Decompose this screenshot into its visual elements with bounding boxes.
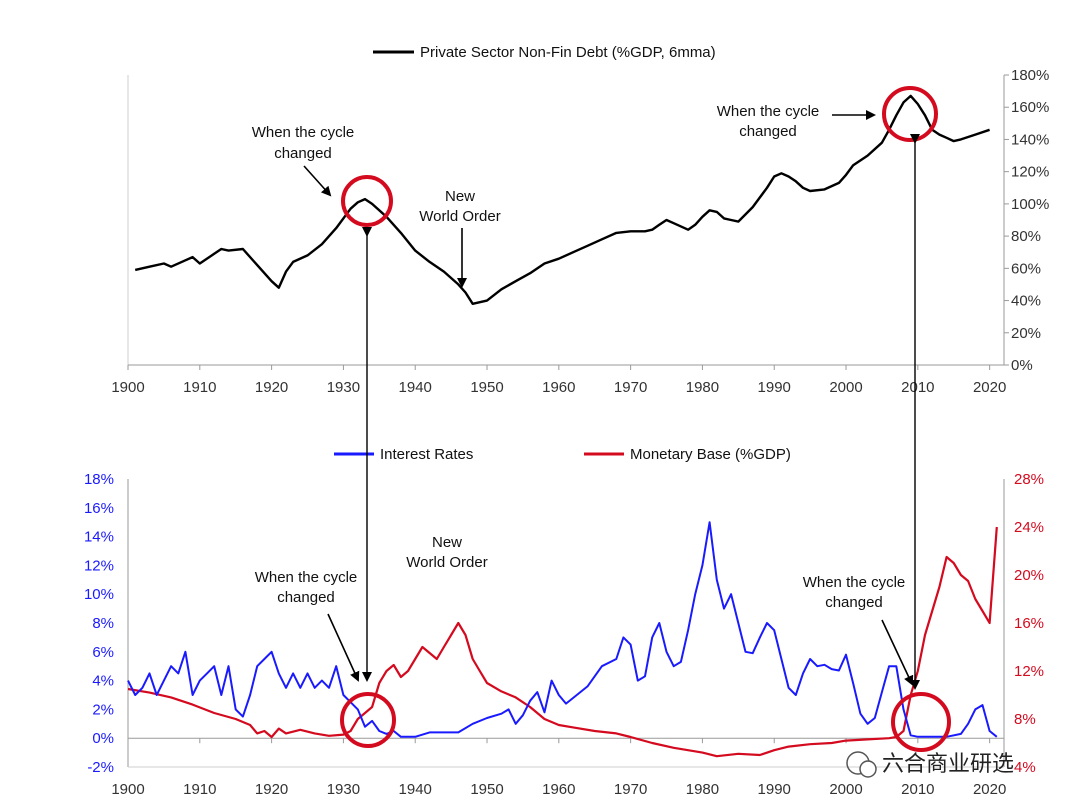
top-x-tick-label: 1900 xyxy=(111,379,144,396)
right-tick-label: 16% xyxy=(1014,615,1044,632)
highlight-circle-1933-top xyxy=(341,175,393,227)
top-y-tick-label: 120% xyxy=(1011,164,1049,181)
bottom-x-tick-label: 2000 xyxy=(829,781,862,798)
bottom-legend: Interest Rates Monetary Base (%GDP) xyxy=(334,446,791,463)
top-x-tick-label: 2000 xyxy=(829,379,862,396)
interest-rates-series-line xyxy=(127,521,998,738)
left-tick-label: 12% xyxy=(84,557,114,574)
top-y-tick-label: 60% xyxy=(1011,260,1041,277)
left-tick-label: 4% xyxy=(92,673,114,690)
top-x-tick-label: 1980 xyxy=(686,379,719,396)
bottom-right-tick-labels: 4% 8% 12% 16% 20% 24% 28% xyxy=(1014,471,1044,776)
top-x-tick-label: 1940 xyxy=(399,379,432,396)
top-legend: Private Sector Non-Fin Debt (%GDP, 6mma) xyxy=(373,44,716,61)
bottom-x-tick-labels: 1900 1910 1920 1930 1940 1950 1960 1970 … xyxy=(111,781,1006,798)
top-x-tick-label: 1930 xyxy=(327,379,360,396)
top-annotation-new-world-order: New World Order xyxy=(419,188,501,288)
right-tick-label: 24% xyxy=(1014,519,1044,536)
annotation-text: changed xyxy=(739,123,797,140)
bottom-x-tick-label: 2020 xyxy=(973,781,1006,798)
top-y-tick-label: 180% xyxy=(1011,67,1049,84)
left-tick-label: 14% xyxy=(84,529,114,546)
top-chart: Private Sector Non-Fin Debt (%GDP, 6mma)… xyxy=(111,44,1049,396)
annotation-arrow xyxy=(881,619,914,686)
left-tick-label: 16% xyxy=(84,500,114,517)
annotation-arrow xyxy=(327,613,360,682)
left-tick-label: 8% xyxy=(92,615,114,632)
annotation-arrow xyxy=(303,165,332,197)
left-tick-label: 10% xyxy=(84,586,114,603)
top-x-tick-label: 1960 xyxy=(542,379,575,396)
bottom-annotation-cycle-2008: When the cycle changed xyxy=(803,574,914,686)
top-x-tick-label: 1920 xyxy=(255,379,288,396)
top-y-tick-marks xyxy=(1004,74,1009,366)
annotation-text: When the cycle xyxy=(717,103,820,120)
top-y-tick-label: 0% xyxy=(1011,357,1033,374)
left-tick-label: 6% xyxy=(92,644,114,661)
top-y-tick-label: 20% xyxy=(1011,325,1041,342)
annotation-text: When the cycle xyxy=(255,569,358,586)
top-legend-label: Private Sector Non-Fin Debt (%GDP, 6mma) xyxy=(420,44,716,61)
top-annotation-cycle-1930: When the cycle changed xyxy=(252,124,355,197)
highlight-circle-1933-bottom xyxy=(340,692,396,748)
right-tick-label: 12% xyxy=(1014,663,1044,680)
bottom-left-tick-labels: -2% 0% 2% 4% 6% 8% 10% 12% 14% 16% 18% xyxy=(84,471,114,776)
right-tick-label: 28% xyxy=(1014,471,1044,488)
bottom-x-tick-label: 1940 xyxy=(399,781,432,798)
bottom-x-tick-label: 1900 xyxy=(111,781,144,798)
left-tick-label: 18% xyxy=(84,471,114,488)
annotation-text: World Order xyxy=(406,554,487,571)
annotation-text: World Order xyxy=(419,208,500,225)
highlight-circle-2008-bottom xyxy=(891,692,951,752)
top-x-tick-label: 2020 xyxy=(973,379,1006,396)
top-x-tick-label: 1950 xyxy=(470,379,503,396)
top-y-tick-label: 140% xyxy=(1011,131,1049,148)
right-tick-label: 4% xyxy=(1014,759,1036,776)
bottom-x-tick-label: 1910 xyxy=(183,781,216,798)
right-tick-label: 20% xyxy=(1014,567,1044,584)
annotation-text: New xyxy=(445,188,475,205)
top-x-tick-label: 1910 xyxy=(183,379,216,396)
bottom-chart: Interest Rates Monetary Base (%GDP) -2% … xyxy=(84,446,1044,798)
bottom-x-tick-label: 2010 xyxy=(901,781,934,798)
top-y-tick-label: 80% xyxy=(1011,228,1041,245)
bottom-annotation-new-world-order: New World Order xyxy=(406,534,487,571)
legend-label-monetary: Monetary Base (%GDP) xyxy=(630,446,791,463)
right-tick-label: 8% xyxy=(1014,711,1036,728)
watermark: 六合商业研选 xyxy=(846,751,1014,778)
debt-series-line xyxy=(134,94,990,305)
top-y-tick-label: 100% xyxy=(1011,196,1049,213)
bottom-x-tick-label: 1950 xyxy=(470,781,503,798)
annotation-text: changed xyxy=(274,145,332,162)
top-x-tick-marks xyxy=(127,365,991,370)
top-x-tick-labels: 1900 1910 1920 1930 1940 1950 1960 1970 … xyxy=(111,379,1006,396)
bottom-x-tick-label: 1920 xyxy=(255,781,288,798)
bottom-x-tick-label: 1980 xyxy=(686,781,719,798)
annotation-text: When the cycle xyxy=(252,124,355,141)
bottom-annotation-cycle-1930: When the cycle changed xyxy=(255,569,360,682)
left-tick-label: 2% xyxy=(92,701,114,718)
wechat-icon-bubble xyxy=(859,760,877,778)
bottom-x-tick-label: 1930 xyxy=(327,781,360,798)
top-y-tick-label: 160% xyxy=(1011,99,1049,116)
annotation-text: changed xyxy=(825,594,883,611)
annotation-text: New xyxy=(432,534,462,551)
top-y-tick-labels: 0% 20% 40% 60% 80% 100% 120% 140% 160% 1… xyxy=(1011,67,1049,374)
top-y-tick-label: 40% xyxy=(1011,293,1041,310)
left-tick-label: 0% xyxy=(92,730,114,747)
bottom-x-tick-label: 1970 xyxy=(614,781,647,798)
annotation-text: changed xyxy=(277,589,335,606)
bottom-x-tick-label: 1960 xyxy=(542,781,575,798)
top-x-tick-label: 2010 xyxy=(901,379,934,396)
top-x-tick-label: 1970 xyxy=(614,379,647,396)
legend-label-interest: Interest Rates xyxy=(380,446,473,463)
left-tick-label: -2% xyxy=(87,759,114,776)
watermark-text: 六合商业研选 xyxy=(882,752,1014,777)
top-x-tick-label: 1990 xyxy=(758,379,791,396)
annotation-text: When the cycle xyxy=(803,574,906,591)
bottom-x-tick-label: 1990 xyxy=(758,781,791,798)
top-annotation-cycle-2008: When the cycle changed xyxy=(717,103,876,140)
bottom-x-tick-marks xyxy=(127,738,991,744)
